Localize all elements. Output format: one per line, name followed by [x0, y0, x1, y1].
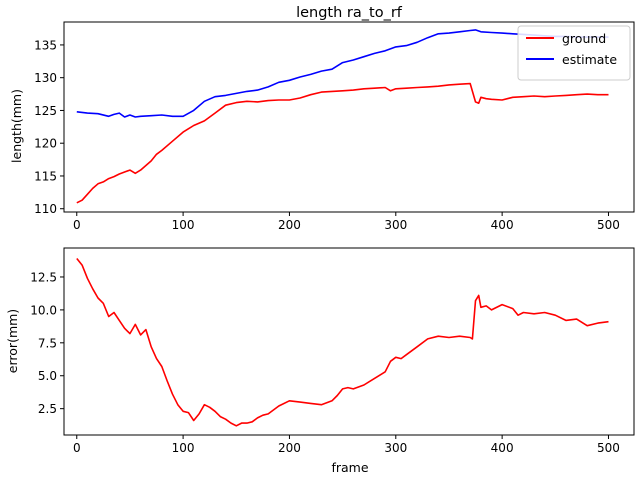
- y-tick-label: 115: [34, 169, 57, 183]
- series-line-estimate-0: [76, 29, 609, 118]
- bottom-xlabel: frame: [331, 460, 368, 475]
- chart-title: length ra_to_rf: [296, 5, 403, 21]
- bottom-ylabel: error(mm): [5, 309, 20, 373]
- x-tick-label: 300: [384, 218, 407, 232]
- series-line-error-1: [76, 257, 609, 427]
- y-tick-label: 130: [34, 71, 57, 85]
- y-tick-label: 135: [34, 38, 57, 52]
- x-tick-label: 400: [491, 218, 514, 232]
- legend-box: [517, 25, 631, 81]
- y-tick-label: 12.5: [30, 270, 57, 284]
- top-ylabel: length(mm): [9, 89, 24, 163]
- x-tick-label: 200: [278, 218, 301, 232]
- y-tick-label: 110: [34, 202, 57, 216]
- x-tick-label: 400: [491, 441, 514, 455]
- x-tick-label: 100: [172, 441, 195, 455]
- y-tick-label: 7.5: [38, 336, 57, 350]
- legend-label-ground: ground: [562, 31, 606, 46]
- y-tick-label: 120: [34, 137, 57, 151]
- x-tick-label: 100: [172, 218, 195, 232]
- y-tick-label: 10.0: [30, 303, 57, 317]
- x-tick-label: 0: [73, 218, 81, 232]
- plot-frame-0: [63, 21, 635, 213]
- x-tick-label: 0: [73, 441, 81, 455]
- x-tick-label: 500: [597, 441, 620, 455]
- x-tick-label: 300: [384, 441, 407, 455]
- x-tick-label: 500: [597, 218, 620, 232]
- legend-label-estimate: estimate: [562, 52, 617, 67]
- series-line-ground-0: [76, 82, 609, 204]
- x-tick-label: 200: [278, 441, 301, 455]
- y-tick-label: 5.0: [38, 369, 57, 383]
- plot-frame-1: [63, 247, 635, 436]
- y-tick-label: 2.5: [38, 402, 57, 416]
- y-tick-label: 125: [34, 104, 57, 118]
